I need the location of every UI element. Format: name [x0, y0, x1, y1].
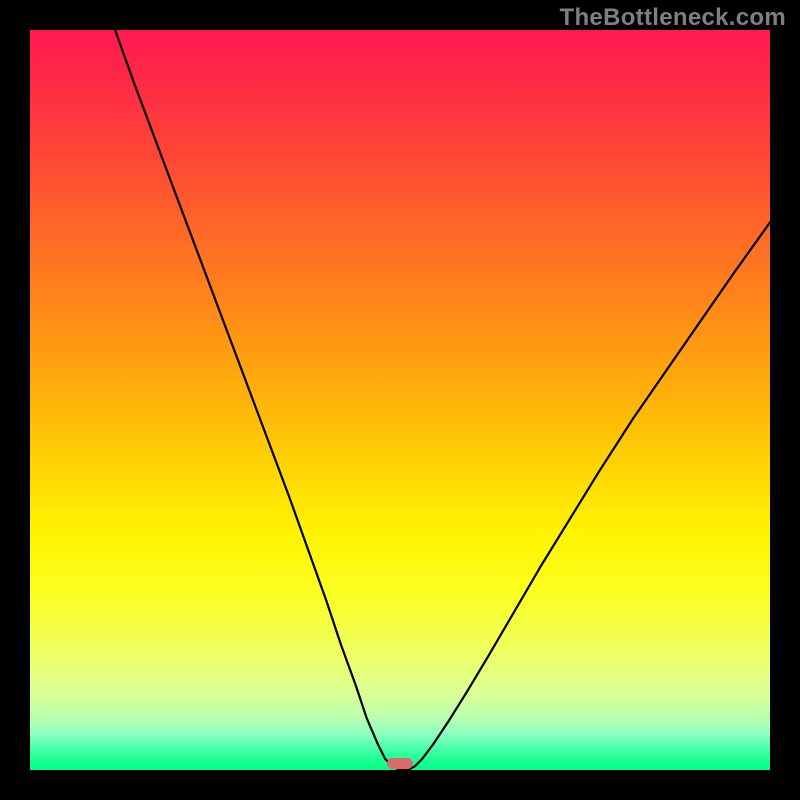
- chart-frame: TheBottleneck.com: [0, 0, 800, 800]
- plot-area: [30, 30, 770, 770]
- chart-svg: [30, 30, 770, 770]
- bottleneck-marker: [387, 758, 412, 769]
- watermark-text: TheBottleneck.com: [560, 4, 786, 32]
- gradient-background: [30, 30, 770, 770]
